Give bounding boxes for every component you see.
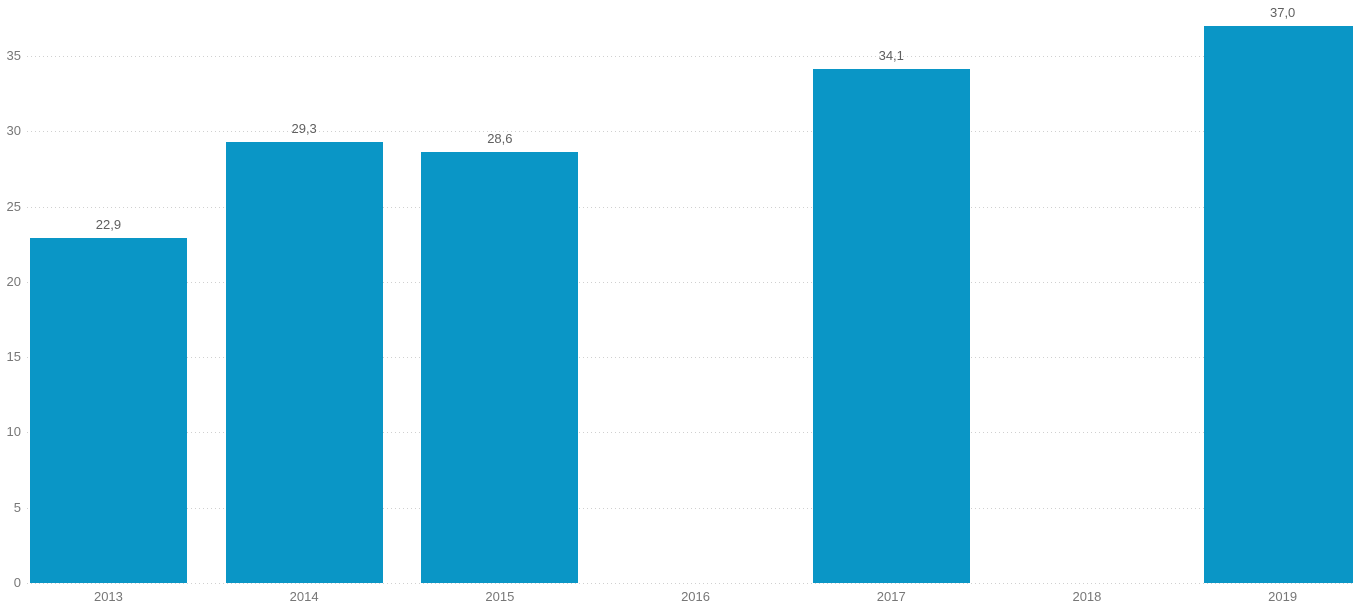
y-axis-tick-label: 5 bbox=[13, 499, 21, 515]
gridline-20 bbox=[27, 281, 1353, 283]
y-axis-tick-label: 20 bbox=[6, 273, 21, 289]
bar-2013[interactable] bbox=[29, 238, 187, 583]
bar-2017[interactable] bbox=[812, 69, 970, 583]
y-axis-tick-label: 35 bbox=[6, 47, 21, 63]
value-label-2014: 29,3 bbox=[291, 120, 317, 136]
value-label-2017: 34,1 bbox=[878, 48, 904, 64]
gridline-10 bbox=[27, 432, 1353, 434]
x-axis-tick-label-2014: 2014 bbox=[289, 589, 319, 604]
gridline-0 bbox=[27, 583, 1353, 584]
y-axis-tick-label: 25 bbox=[6, 198, 21, 214]
x-axis-tick-label-2019: 2019 bbox=[1268, 589, 1298, 604]
bar-2019[interactable] bbox=[1204, 25, 1353, 583]
y-axis-tick-label: 30 bbox=[6, 123, 21, 139]
x-axis-tick-label-2017: 2017 bbox=[876, 589, 906, 604]
gridline-5 bbox=[27, 507, 1353, 509]
value-label-2015: 28,6 bbox=[487, 131, 513, 147]
value-label-2013: 22,9 bbox=[95, 217, 122, 233]
y-axis-tick-label: 15 bbox=[6, 349, 21, 365]
x-axis-tick-label-2013: 2013 bbox=[93, 589, 123, 604]
x-axis-tick-label-2015: 2015 bbox=[485, 589, 515, 604]
y-axis-tick-label: 0 bbox=[13, 575, 21, 590]
gridline-30 bbox=[27, 131, 1353, 133]
y-axis-tick-label: 10 bbox=[6, 424, 21, 440]
gridline-15 bbox=[27, 357, 1353, 359]
bar-2014[interactable] bbox=[225, 141, 383, 583]
x-axis-tick-label-2016: 2016 bbox=[681, 589, 710, 604]
x-axis-tick-label-2018: 2018 bbox=[1072, 589, 1102, 604]
bar-2015[interactable] bbox=[421, 152, 579, 583]
gridline-35 bbox=[27, 55, 1353, 57]
value-label-2019: 37,0 bbox=[1269, 4, 1296, 20]
gridline-25 bbox=[27, 206, 1353, 208]
